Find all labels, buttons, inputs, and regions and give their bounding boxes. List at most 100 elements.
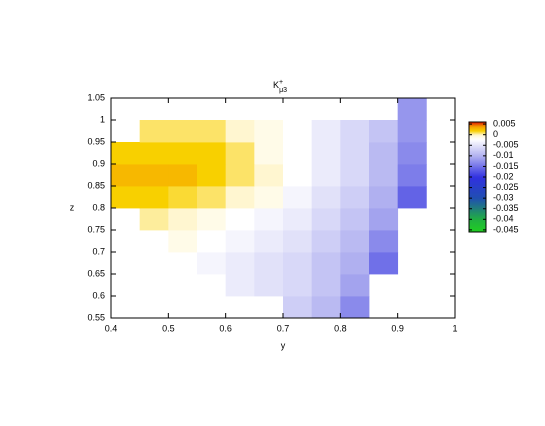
colorbar-strip [469,194,486,196]
colorbar-strip [469,185,486,187]
colorbar-strip [469,189,486,191]
colorbar-strip [469,203,486,205]
title-sup: + [279,79,283,86]
colorbar-strip [469,138,486,140]
heatmap-cell [369,120,399,143]
colorbar-strip [469,147,486,149]
y-tick-label: 0.6 [92,290,105,300]
colorbar-tick-label: 0 [493,129,498,139]
x-tick-label: 0.6 [219,323,232,333]
heatmap-cell [254,252,284,275]
heatmap-cell [283,296,313,319]
y-tick-label: 0.8 [92,202,105,212]
heatmap-cell [311,230,341,253]
colorbar-strip [469,129,486,131]
colorbar-strip [469,199,486,201]
colorbar-strip [469,140,486,142]
y-tick-label: 1.05 [87,92,105,102]
heatmap-cell [111,164,141,187]
heatmap-cell [197,208,227,231]
colorbar-strip [469,213,486,215]
colorbar-tick-label: -0.02 [493,171,514,181]
heatmap-cell [197,186,227,209]
colorbar-strip [469,162,486,164]
heatmap-cell [283,186,313,209]
colorbar-strip [469,207,486,209]
colorbar-strip [469,211,486,213]
colorbar-strip [469,123,486,125]
colorbar-strip [469,122,486,124]
colorbar-strip [469,173,486,175]
colorbar-strip [469,218,486,220]
colorbar-tick-label: -0.04 [493,214,514,224]
x-tick-label: 0.8 [334,323,347,333]
heatmap-cell [139,142,169,165]
heatmap-cell [283,164,313,187]
colorbar-strip [469,130,486,132]
colorbar-strip [469,144,486,146]
colorbar-strip [469,145,486,147]
colorbar-strip [469,156,486,158]
heatmap-cell [225,252,255,275]
colorbar-strip [469,166,486,168]
heatmap-cell [283,142,313,165]
y-tick-label: 0.55 [87,312,105,322]
colorbar-strip [469,181,486,183]
colorbar-strip [469,163,486,165]
heatmap-cell [168,230,198,253]
colorbar-strip [469,172,486,174]
colorbar-strip [469,215,486,217]
colorbar-strip [469,174,486,176]
colorbar-strip [469,134,486,136]
heatmap-cell [197,252,227,275]
heatmap-cell [254,164,284,187]
colorbar-strip [469,183,486,185]
colorbar-strip [469,212,486,214]
heatmap-cell [340,142,370,165]
colorbar-strip [469,187,486,189]
colorbar-strip [469,182,486,184]
heatmap-cell [369,142,399,165]
colorbar-strip [469,157,486,159]
colorbar-tick-label: -0.005 [493,140,519,150]
heatmap-cell [311,120,341,143]
colorbar-strip [469,217,486,219]
colorbar-strip [469,143,486,145]
colorbar-strip [469,201,486,203]
colorbar-strip [469,221,486,223]
heatmap-cell [369,164,399,187]
colorbar-strip [469,206,486,208]
colorbar-strip [469,125,486,127]
colorbar-strip [469,135,486,137]
heatmap-cell [340,186,370,209]
heatmap-cell [225,142,255,165]
colorbar-strip [469,209,486,211]
heatmap-cell [369,186,399,209]
heatmap-cell [139,120,169,143]
colorbar-strip [469,168,486,170]
colorbar-strip [469,225,486,227]
heatmap-cell [311,208,341,231]
heatmap-cell [369,208,399,231]
colorbar-strip [469,210,486,212]
heatmap-cell [254,230,284,253]
heatmap-cell [111,186,141,209]
colorbar-strip [469,228,486,230]
colorbar-strip [469,177,486,179]
y-axis-label: z [70,202,75,212]
x-axis-label: y [281,340,286,350]
colorbar-strip [469,192,486,194]
colorbar-strip [469,186,486,188]
colorbar-strip [469,150,486,152]
colorbar-tick-label: -0.025 [493,182,519,192]
colorbar-strip [469,131,486,133]
y-tick-label: 1 [100,114,105,124]
colorbar-strip [469,205,486,207]
title-base: K [273,80,279,90]
heatmap-cell [340,296,370,319]
colorbar-strip [469,196,486,198]
heatmap-cell [340,208,370,231]
y-tick-label: 0.7 [92,246,105,256]
colorbar-strip [469,190,486,192]
